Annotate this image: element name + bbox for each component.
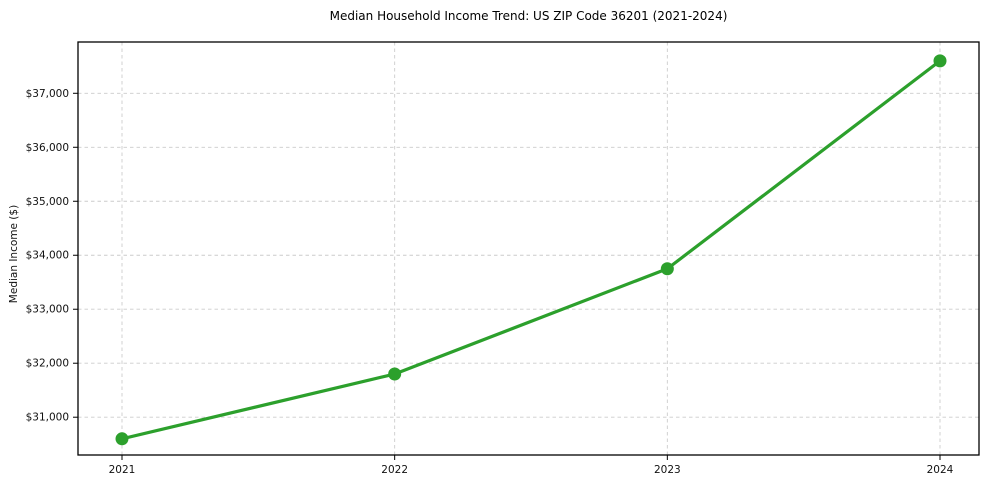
y-tick-label: $34,000 [26,250,69,262]
y-tick-label: $36,000 [26,142,69,154]
x-tick-label: 2023 [654,464,681,476]
data-point-2023 [660,262,674,276]
data-point-2021 [115,432,129,446]
y-tick-label: $35,000 [26,196,69,208]
chart-title: Median Household Income Trend: US ZIP Co… [329,9,728,23]
plot-border [77,41,980,456]
y-tick-label: $37,000 [26,88,69,100]
y-tick-label: $31,000 [26,412,69,424]
data-point-2024 [933,54,947,68]
x-tick-label: 2024 [927,464,954,476]
income-line-series [120,59,942,441]
data-point-2022 [388,367,402,381]
y-tick-label: $32,000 [26,358,69,370]
x-tick-label: 2022 [381,464,408,476]
x-tick-label: 2021 [109,464,136,476]
y-tick-label: $33,000 [26,304,69,316]
